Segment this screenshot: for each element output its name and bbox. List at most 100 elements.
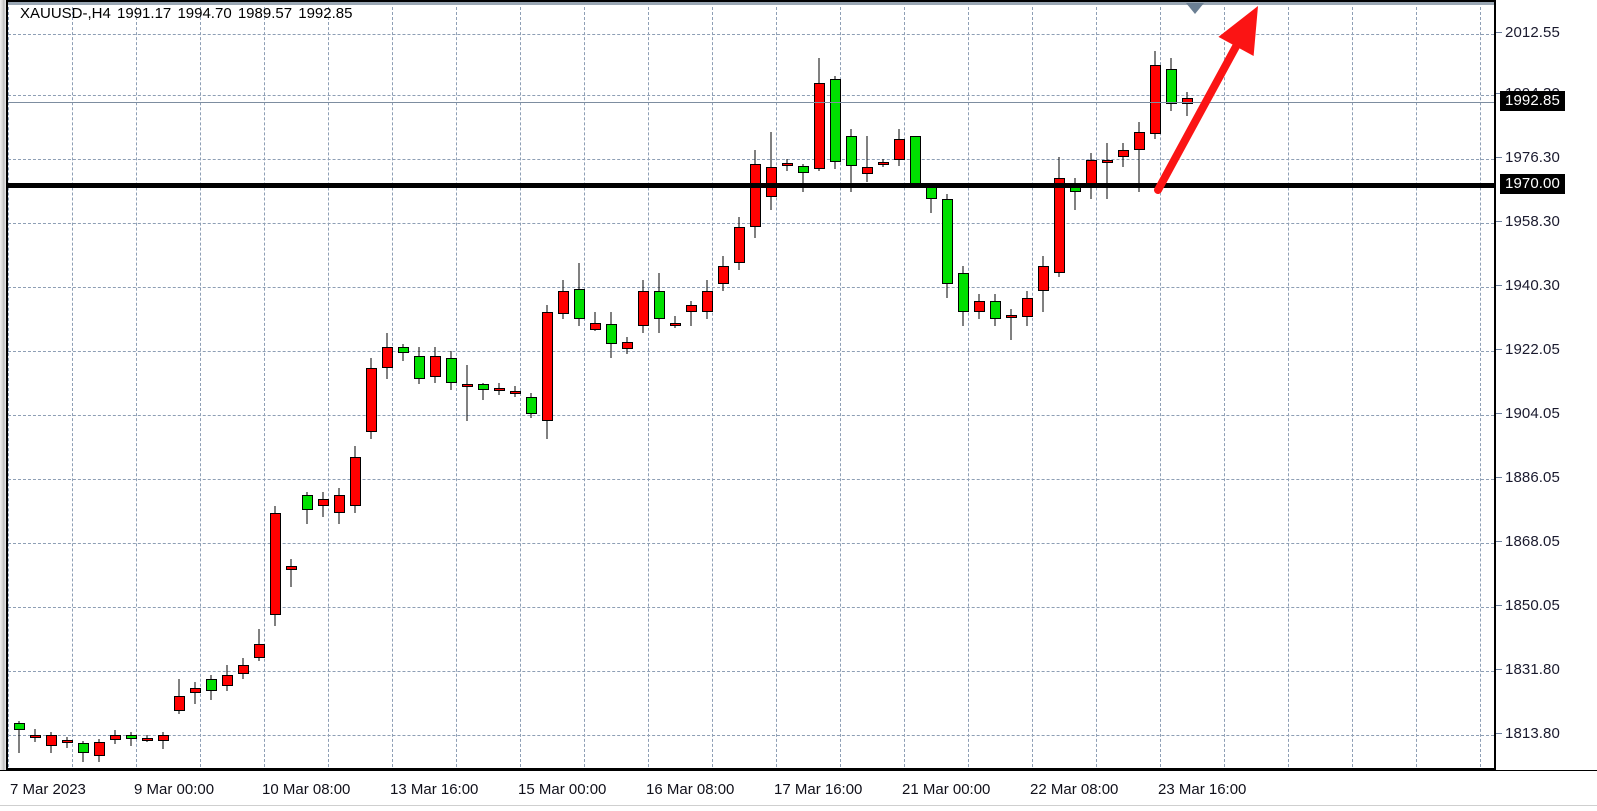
level-price-badge[interactable]: 1970.00 bbox=[1500, 174, 1565, 194]
candlestick[interactable] bbox=[893, 128, 905, 166]
candle-body-bullish bbox=[829, 79, 841, 163]
candlestick[interactable] bbox=[685, 301, 697, 327]
chart-top-marker-icon bbox=[1186, 3, 1204, 14]
candlestick[interactable] bbox=[349, 446, 361, 514]
candlestick[interactable] bbox=[173, 678, 185, 715]
candlestick[interactable] bbox=[29, 728, 41, 743]
candle-body-bearish bbox=[157, 735, 169, 741]
candle-body-bearish bbox=[877, 162, 889, 166]
candlestick[interactable] bbox=[1085, 153, 1097, 200]
horizontal-level-line[interactable] bbox=[8, 183, 1494, 188]
candle-wick bbox=[1074, 178, 1076, 210]
candlestick[interactable] bbox=[909, 135, 921, 187]
candlestick[interactable] bbox=[477, 382, 489, 401]
candlestick[interactable] bbox=[141, 734, 153, 742]
candlestick[interactable] bbox=[301, 491, 313, 524]
candle-body-bullish bbox=[525, 396, 537, 415]
candlestick[interactable] bbox=[125, 731, 137, 746]
candlestick[interactable] bbox=[1117, 142, 1129, 168]
horizontal-gridline bbox=[8, 415, 1494, 416]
candlestick[interactable] bbox=[109, 730, 121, 745]
candlestick[interactable] bbox=[413, 347, 425, 385]
candlestick[interactable] bbox=[589, 312, 601, 332]
candlestick[interactable] bbox=[253, 629, 265, 662]
candlestick[interactable] bbox=[381, 333, 393, 380]
candlestick[interactable] bbox=[957, 266, 969, 327]
candlestick[interactable] bbox=[813, 58, 825, 171]
candle-wick bbox=[866, 135, 868, 182]
candlestick[interactable] bbox=[973, 294, 985, 320]
candlestick[interactable] bbox=[1133, 121, 1145, 193]
candle-wick bbox=[290, 558, 292, 588]
candlestick[interactable] bbox=[877, 158, 889, 168]
current-price-badge[interactable]: 1992.85 bbox=[1500, 91, 1565, 111]
candlestick[interactable] bbox=[509, 386, 521, 397]
candlestick[interactable] bbox=[525, 393, 537, 418]
candlestick[interactable] bbox=[205, 675, 217, 701]
left-scroll-strip[interactable] bbox=[0, 0, 6, 770]
candlestick[interactable] bbox=[861, 135, 873, 182]
candlestick[interactable] bbox=[829, 75, 841, 170]
candlestick[interactable] bbox=[701, 280, 713, 320]
candlestick[interactable] bbox=[1005, 308, 1017, 341]
candlestick[interactable] bbox=[573, 262, 585, 327]
candlestick[interactable] bbox=[397, 343, 409, 362]
price-tick-mark bbox=[1496, 285, 1502, 286]
candlestick[interactable] bbox=[493, 382, 505, 395]
candle-wick bbox=[802, 163, 804, 193]
candle-body-bearish bbox=[509, 391, 521, 395]
candlestick[interactable] bbox=[1021, 290, 1033, 327]
candlestick[interactable] bbox=[557, 280, 569, 320]
vertical-gridline bbox=[904, 2, 905, 768]
candlestick[interactable] bbox=[941, 193, 953, 298]
candlestick[interactable] bbox=[333, 488, 345, 524]
candlestick[interactable] bbox=[429, 347, 441, 383]
price-axis[interactable]: 2012.551994.301976.301958.301940.301922.… bbox=[1496, 0, 1597, 770]
candlestick[interactable] bbox=[653, 273, 665, 334]
chart-plot-area[interactable]: XAUUSD-,H4 1991.17 1994.70 1989.57 1992.… bbox=[6, 0, 1496, 770]
candle-body-bearish bbox=[61, 739, 73, 743]
chart-symbol-label: XAUUSD-,H4 bbox=[20, 5, 111, 22]
candlestick[interactable] bbox=[541, 304, 553, 439]
horizontal-gridline bbox=[8, 351, 1494, 352]
candlestick[interactable] bbox=[605, 312, 617, 358]
candlestick[interactable] bbox=[61, 737, 73, 748]
candlestick[interactable] bbox=[733, 216, 745, 270]
candlestick[interactable] bbox=[365, 357, 377, 439]
candle-body-bearish bbox=[1133, 132, 1145, 150]
candlestick[interactable] bbox=[1053, 156, 1065, 277]
candlestick[interactable] bbox=[637, 280, 649, 334]
candlestick[interactable] bbox=[765, 132, 777, 210]
candlestick[interactable] bbox=[445, 350, 457, 390]
candlestick[interactable] bbox=[461, 364, 473, 422]
trend-arrow-annotation[interactable] bbox=[8, 2, 1496, 770]
candlestick[interactable] bbox=[77, 740, 89, 762]
candlestick[interactable] bbox=[221, 664, 233, 692]
candlestick[interactable] bbox=[989, 294, 1001, 327]
candlestick[interactable] bbox=[1165, 58, 1177, 111]
candlestick[interactable] bbox=[13, 721, 25, 753]
candlestick[interactable] bbox=[717, 255, 729, 291]
candlestick[interactable] bbox=[781, 158, 793, 171]
candlestick[interactable] bbox=[1037, 255, 1049, 313]
candlestick[interactable] bbox=[797, 163, 809, 193]
time-axis[interactable]: 7 Mar 2023 9 Mar 00:00 10 Mar 08:00 13 Mar … bbox=[6, 772, 1496, 811]
candlestick[interactable] bbox=[749, 149, 761, 238]
candlestick[interactable] bbox=[1101, 142, 1113, 200]
candlestick[interactable] bbox=[669, 315, 681, 328]
candlestick[interactable] bbox=[237, 657, 249, 679]
candlestick[interactable] bbox=[157, 731, 169, 750]
candlestick[interactable] bbox=[317, 491, 329, 517]
candlestick[interactable] bbox=[621, 336, 633, 355]
candlestick[interactable] bbox=[93, 738, 105, 762]
candlestick[interactable] bbox=[45, 731, 57, 753]
candlestick[interactable] bbox=[285, 558, 297, 588]
time-tick-label: 21 Mar 00:00 bbox=[902, 781, 991, 798]
candle-body-bearish bbox=[781, 163, 793, 167]
candlestick[interactable] bbox=[189, 682, 201, 704]
candlestick[interactable] bbox=[845, 128, 857, 193]
candlestick[interactable] bbox=[269, 506, 281, 626]
candlestick[interactable] bbox=[1149, 51, 1161, 140]
candlestick[interactable] bbox=[1181, 91, 1193, 116]
candle-body-bearish bbox=[1149, 65, 1161, 134]
